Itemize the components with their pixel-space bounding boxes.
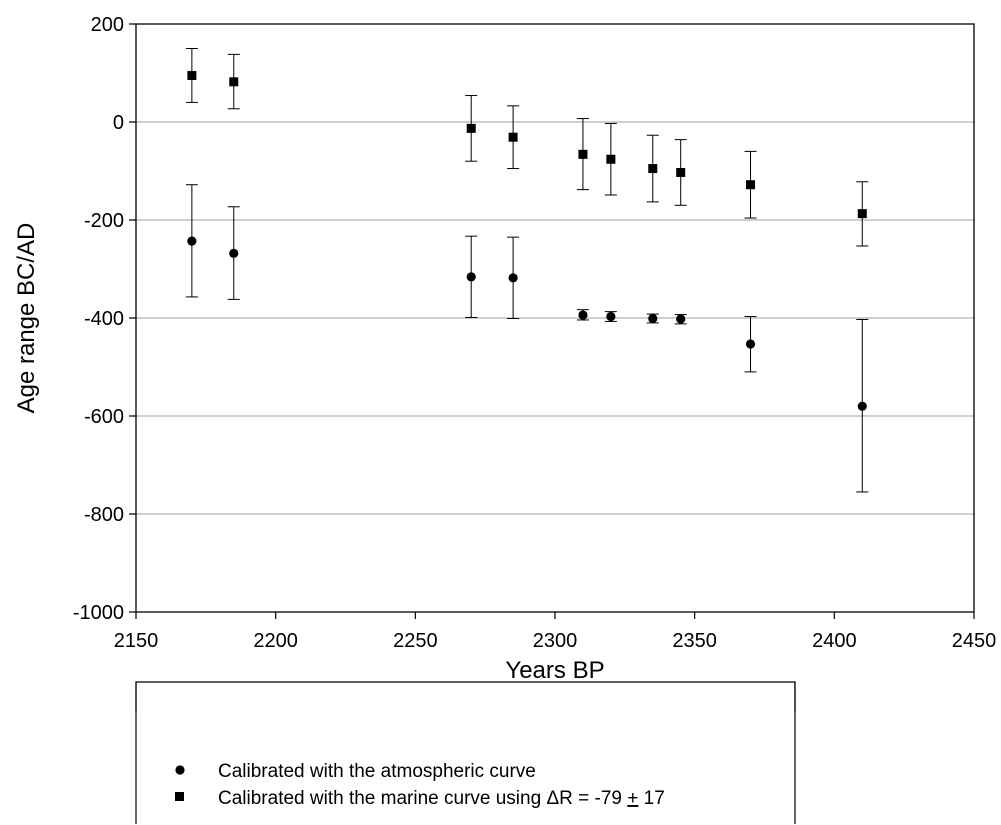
- data-point-square: [648, 164, 658, 174]
- x-tick-label: 2350: [672, 630, 717, 652]
- legend-label-atmospheric: Calibrated with the atmospheric curve: [218, 761, 536, 782]
- data-point-circle: [857, 401, 867, 411]
- x-tick-label: 2250: [393, 630, 438, 652]
- legend-box: [135, 681, 796, 712]
- data-point-circle: [508, 273, 518, 283]
- y-tick-label: -800: [84, 504, 124, 526]
- y-tick-label: 0: [113, 112, 124, 134]
- data-point-square: [746, 180, 756, 190]
- data-point-square: [857, 209, 867, 219]
- data-point-circle: [229, 248, 239, 258]
- legend: Calibrated with the atmospheric curve Ca…: [135, 681, 796, 824]
- legend-circle-marker-icon: [175, 765, 185, 775]
- y-tick-label: -400: [84, 308, 124, 330]
- y-axis-title: Age range BC/AD: [13, 223, 40, 414]
- data-point-square: [508, 132, 518, 142]
- series-marine: [185, 48, 869, 247]
- y-tick-label: -600: [84, 406, 124, 428]
- data-point-square: [676, 167, 686, 177]
- data-point-circle: [648, 313, 658, 324]
- x-tick-label: 2200: [253, 630, 298, 652]
- data-point-square: [578, 149, 588, 159]
- data-points: [185, 48, 869, 493]
- x-tick-label: 2400: [812, 630, 857, 652]
- legend-label-marine-suffix: 17: [638, 788, 664, 809]
- data-point-circle: [466, 272, 476, 282]
- data-point-square: [229, 77, 239, 87]
- legend-label-marine-plusminus: +: [627, 788, 638, 809]
- legend-label-marine-delta: ΔR: [546, 788, 572, 809]
- data-point-square: [466, 123, 476, 133]
- data-point-square: [187, 70, 197, 80]
- legend-label-marine: Calibrated with the marine curve using Δ…: [218, 788, 665, 809]
- data-point-circle: [745, 339, 756, 349]
- data-point-circle: [676, 314, 686, 324]
- x-tick-label: 2150: [114, 630, 159, 652]
- x-tick-label: 2300: [533, 630, 578, 652]
- gridlines: [136, 121, 974, 515]
- x-axis-title: Years BP: [505, 657, 604, 684]
- axis-ticks: -1000 -800 -600 -400 -200 0 200 2150 2200 2250 230…: [73, 14, 996, 652]
- data-point-circle: [578, 310, 588, 320]
- data-point-circle: [187, 236, 197, 246]
- data-point-circle: [606, 311, 616, 322]
- legend-label-marine-equals: = -79: [573, 788, 627, 809]
- legend-square-marker-icon: [175, 792, 184, 801]
- legend-label-marine-prefix: Calibrated with the marine curve using: [218, 788, 546, 809]
- y-tick-label: -200: [84, 210, 124, 232]
- y-tick-label: 200: [91, 14, 124, 36]
- y-tick-label: -1000: [73, 602, 124, 624]
- x-tick-label: 2450: [952, 630, 997, 652]
- series-atmospheric: [185, 184, 869, 493]
- data-point-square: [606, 154, 616, 164]
